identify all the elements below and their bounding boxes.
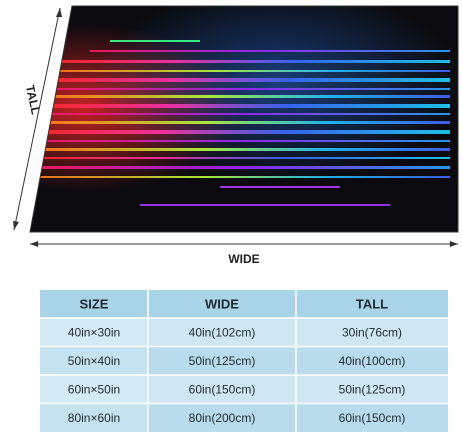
table-cell (40, 375, 148, 404)
table-cell (148, 318, 296, 347)
wide-dimension (30, 241, 458, 247)
cell-text: 60in(150cm) (339, 411, 406, 425)
cell-text: 80in×60in (68, 411, 120, 425)
table-cell (148, 403, 296, 432)
cell-text: 30in(76cm) (342, 325, 402, 339)
cell-text: 50in(125cm) (189, 354, 256, 368)
table-cell (296, 375, 448, 404)
header-text: TALL (356, 296, 388, 311)
blanket (30, 6, 458, 232)
tall-dimension (13, 7, 62, 231)
header-text: WIDE (205, 296, 239, 311)
table-cell (40, 403, 148, 432)
light-stripes (40, 40, 450, 206)
cell-text: 40in×30in (68, 325, 120, 339)
cell-text: 60in(150cm) (189, 382, 256, 396)
blanket-edge (29, 5, 459, 233)
cell-text: 40in(102cm) (189, 325, 256, 339)
table-cell (296, 403, 448, 432)
table-cell (40, 346, 148, 375)
table-cell (40, 318, 148, 347)
header-text: SIZE (80, 296, 109, 311)
header-cell (40, 290, 148, 318)
header-cell (296, 290, 448, 318)
tall-label: TALL (23, 84, 43, 116)
size-table: SIZE WIDE TALL 40in×30in 40in(102cm) 30in(76c… (40, 290, 448, 432)
table-cell (296, 318, 448, 347)
wide-label: WIDE (228, 252, 259, 266)
table-cell (148, 346, 296, 375)
cell-text: 80in(200cm) (189, 411, 256, 425)
table-cell (296, 346, 448, 375)
cell-text: 60in×50in (68, 382, 120, 396)
table-cell (148, 375, 296, 404)
cell-text: 50in(125cm) (339, 382, 406, 396)
header-cell (148, 290, 296, 318)
cell-text: 40in(100cm) (339, 354, 406, 368)
cell-text: 50in×40in (68, 354, 120, 368)
